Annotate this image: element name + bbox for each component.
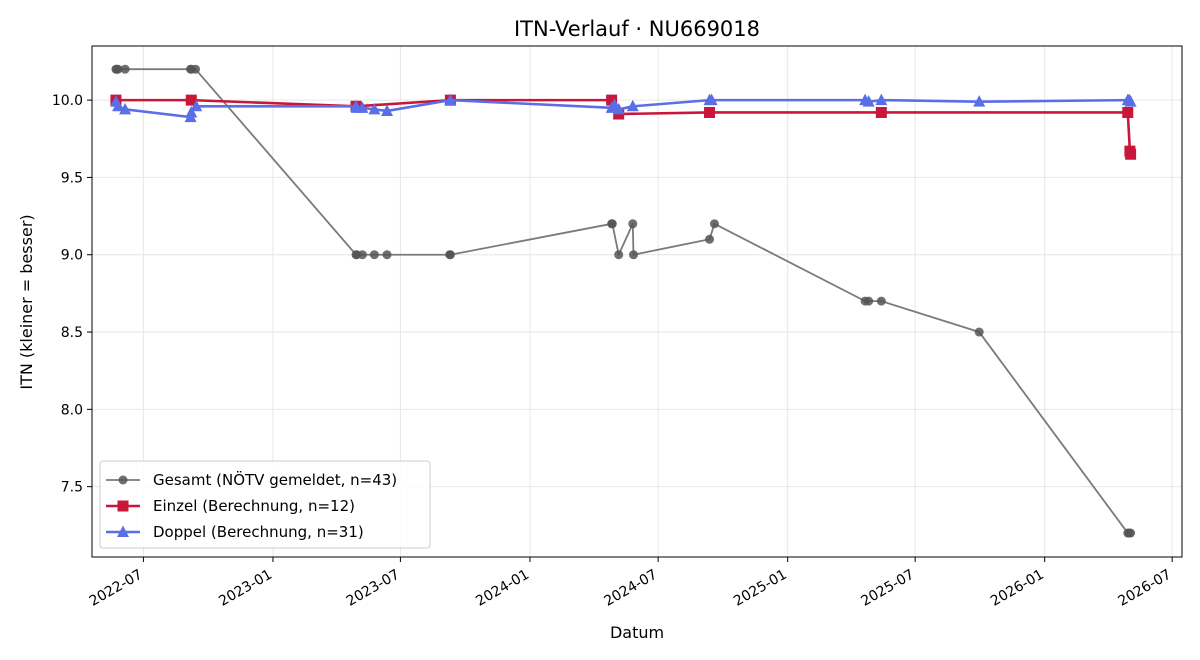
- data-point: [185, 94, 197, 106]
- data-point: [626, 99, 639, 112]
- data-point: [709, 219, 719, 229]
- x-axis-label: Datum: [610, 623, 664, 642]
- legend-box: [99, 460, 431, 549]
- series-triangle: [109, 93, 1137, 123]
- y-tick-label: 9.5: [61, 170, 83, 186]
- data-point: [381, 104, 394, 116]
- y-tick-label: 8.0: [61, 402, 83, 418]
- series-circle: [111, 64, 1136, 538]
- data-point: [875, 106, 887, 118]
- data-point: [1126, 528, 1136, 538]
- legend-label: Doppel (Berechnung, n=31): [153, 523, 364, 541]
- y-tick-label: 10.0: [52, 93, 83, 109]
- x-axis-ticks: 2022-07 2023-01 2023-07 2024-01 2024-07 2025-…: [87, 557, 1174, 610]
- data-point: [445, 250, 455, 260]
- data-point: [705, 234, 715, 244]
- legend-marker: [118, 475, 128, 485]
- x-tick-label: 2022-07: [87, 567, 146, 610]
- legend-item: Gesamt (NÖTV gemeldet, n=43): [106, 470, 397, 489]
- data-point: [191, 64, 201, 74]
- x-tick-label: 2023-01: [216, 567, 275, 610]
- data-point: [606, 94, 618, 106]
- data-point: [1125, 148, 1137, 160]
- data-point: [862, 95, 875, 107]
- x-tick-label: 2025-01: [731, 567, 790, 610]
- x-tick-label: 2025-07: [858, 567, 917, 610]
- data-point: [628, 219, 638, 229]
- data-point: [612, 102, 625, 115]
- data-point: [356, 101, 369, 113]
- data-point: [119, 102, 132, 115]
- legend-marker: [117, 500, 129, 512]
- data-point: [369, 250, 379, 260]
- data-point: [368, 102, 381, 115]
- data-point: [120, 64, 130, 74]
- legend: Gesamt (NÖTV gemeldet, n=43) Einzel (Bere…: [99, 460, 431, 549]
- y-axis-ticks: 7.5 8.0 8.5 9.0 9.5 10.0: [52, 93, 92, 496]
- x-tick-label: 2024-01: [473, 567, 532, 610]
- data-point: [357, 250, 367, 260]
- legend-marker: [117, 525, 129, 537]
- series-layer: [109, 64, 1137, 538]
- data-point: [444, 93, 457, 106]
- legend-label: Einzel (Berechnung, n=12): [153, 497, 355, 515]
- data-point: [190, 99, 203, 112]
- x-tick-label: 2023-07: [344, 567, 403, 610]
- data-point: [973, 95, 986, 107]
- data-point: [614, 250, 624, 260]
- x-tick-label: 2026-01: [988, 567, 1047, 610]
- chart-title: ITN-Verlauf · NU669018: [514, 17, 760, 41]
- data-point: [974, 327, 984, 337]
- y-tick-label: 8.5: [61, 325, 83, 341]
- data-point: [628, 250, 638, 260]
- data-point: [875, 93, 888, 106]
- y-tick-label: 7.5: [61, 480, 83, 496]
- data-point: [607, 219, 617, 229]
- x-tick-label: 2024-07: [601, 567, 660, 610]
- data-point: [705, 93, 718, 106]
- data-point: [112, 99, 125, 112]
- data-point: [113, 64, 123, 74]
- data-point: [864, 296, 874, 306]
- x-tick-label: 2026-07: [1115, 567, 1174, 610]
- data-point: [1122, 106, 1134, 118]
- data-point: [1124, 95, 1137, 107]
- plot-frame: [91, 45, 1183, 558]
- data-point: [382, 250, 392, 260]
- legend-label: Gesamt (NÖTV gemeldet, n=43): [153, 470, 397, 489]
- y-tick-label: 9.0: [61, 248, 83, 264]
- data-point: [704, 106, 716, 118]
- y-axis-label: ITN (kleiner = besser): [17, 214, 36, 389]
- data-point: [185, 105, 198, 118]
- legend-item: Einzel (Berechnung, n=12): [106, 497, 355, 515]
- data-point: [876, 296, 886, 306]
- legend-item: Doppel (Berechnung, n=31): [106, 523, 364, 541]
